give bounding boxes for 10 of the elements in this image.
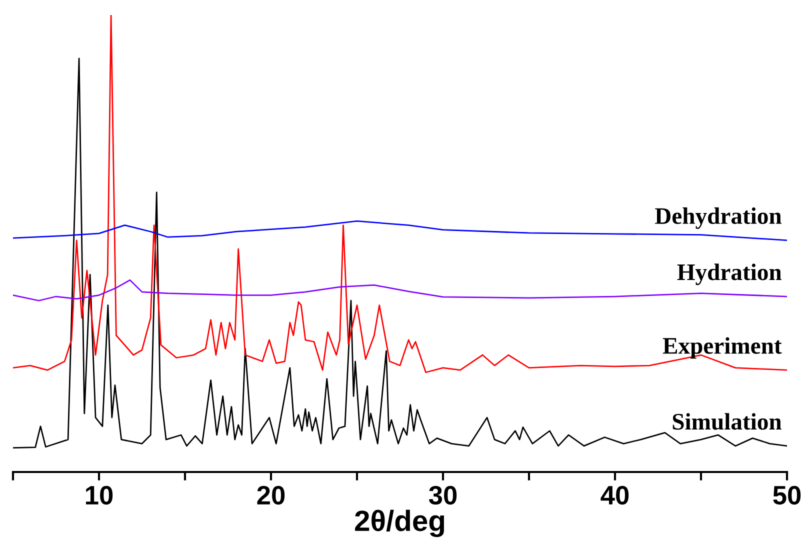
series-label: Hydration <box>677 264 782 286</box>
series-label: Simulation <box>672 413 782 430</box>
x-tick-label: 30 <box>428 486 457 505</box>
series-label: Dehydration <box>655 207 782 229</box>
x-tick-label: 40 <box>600 486 629 505</box>
x-tick-label: 50 <box>773 486 801 505</box>
x-tick-label: 20 <box>257 486 285 505</box>
series-label: Experiment <box>662 337 782 359</box>
x-tick-label: 10 <box>86 486 113 505</box>
x-axis-title: 2θ/deg <box>355 510 444 538</box>
